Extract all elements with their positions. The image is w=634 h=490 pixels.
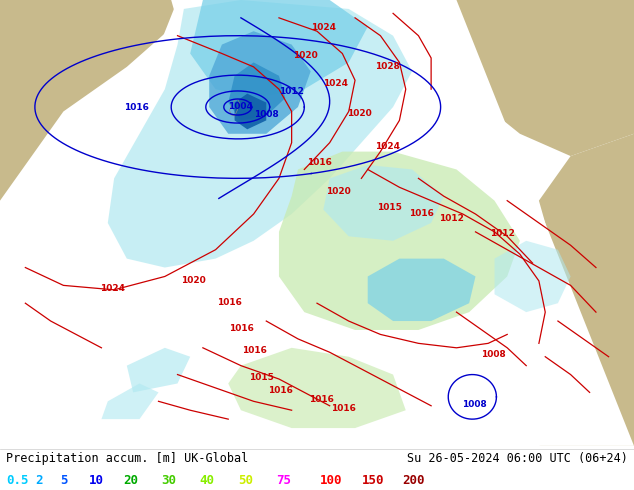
Text: 1008: 1008 xyxy=(254,110,278,119)
Polygon shape xyxy=(0,0,634,446)
Text: 20: 20 xyxy=(124,474,139,487)
Text: 1024: 1024 xyxy=(311,24,335,32)
Text: 1024: 1024 xyxy=(375,143,400,151)
Text: 1016: 1016 xyxy=(409,209,434,218)
Text: 1020: 1020 xyxy=(327,187,351,196)
Text: Su 26-05-2024 06:00 UTC (06+24): Su 26-05-2024 06:00 UTC (06+24) xyxy=(407,452,628,465)
Text: 1008: 1008 xyxy=(481,350,505,359)
Polygon shape xyxy=(127,348,190,392)
Polygon shape xyxy=(190,0,368,98)
Text: 10: 10 xyxy=(89,474,104,487)
Text: 50: 50 xyxy=(238,474,253,487)
Polygon shape xyxy=(323,165,444,241)
Text: 1016: 1016 xyxy=(124,103,148,112)
Polygon shape xyxy=(209,31,311,134)
Polygon shape xyxy=(279,151,520,330)
Polygon shape xyxy=(108,0,412,268)
Text: 1004: 1004 xyxy=(228,102,253,111)
Polygon shape xyxy=(539,401,634,446)
Text: 1015: 1015 xyxy=(377,203,402,213)
Text: 5: 5 xyxy=(60,474,68,487)
Text: 1016: 1016 xyxy=(242,346,267,355)
Polygon shape xyxy=(228,62,285,121)
Text: 1016: 1016 xyxy=(230,324,254,333)
Text: 1028: 1028 xyxy=(375,62,400,71)
Text: 100: 100 xyxy=(320,474,342,487)
Polygon shape xyxy=(0,0,178,201)
Text: 1012: 1012 xyxy=(490,229,515,238)
Text: 1016: 1016 xyxy=(307,158,332,167)
Polygon shape xyxy=(495,241,571,312)
Text: 1016: 1016 xyxy=(331,404,356,413)
Text: 1012: 1012 xyxy=(279,87,304,96)
Text: 1016: 1016 xyxy=(268,386,293,395)
Text: 1016: 1016 xyxy=(217,298,242,307)
Text: 75: 75 xyxy=(276,474,291,487)
Text: 2: 2 xyxy=(35,474,42,487)
Text: 1024: 1024 xyxy=(323,78,348,88)
Text: 1020: 1020 xyxy=(181,276,205,285)
Polygon shape xyxy=(235,94,266,129)
Text: 1016: 1016 xyxy=(309,395,333,404)
Text: 1020: 1020 xyxy=(293,51,318,60)
Text: 150: 150 xyxy=(361,474,384,487)
Text: 1012: 1012 xyxy=(439,214,464,223)
Text: 30: 30 xyxy=(162,474,177,487)
Text: 1015: 1015 xyxy=(249,373,274,382)
Text: 1008: 1008 xyxy=(462,400,486,409)
Text: 200: 200 xyxy=(403,474,425,487)
Text: 1020: 1020 xyxy=(347,109,372,118)
Text: 0.5: 0.5 xyxy=(6,474,29,487)
Text: Precipitation accum. [m] UK-Global: Precipitation accum. [m] UK-Global xyxy=(6,452,249,465)
Polygon shape xyxy=(368,259,476,321)
Polygon shape xyxy=(228,348,406,428)
Polygon shape xyxy=(101,384,158,419)
Text: 1024: 1024 xyxy=(100,284,125,293)
Polygon shape xyxy=(444,0,634,156)
Text: 40: 40 xyxy=(200,474,215,487)
Polygon shape xyxy=(539,134,634,446)
